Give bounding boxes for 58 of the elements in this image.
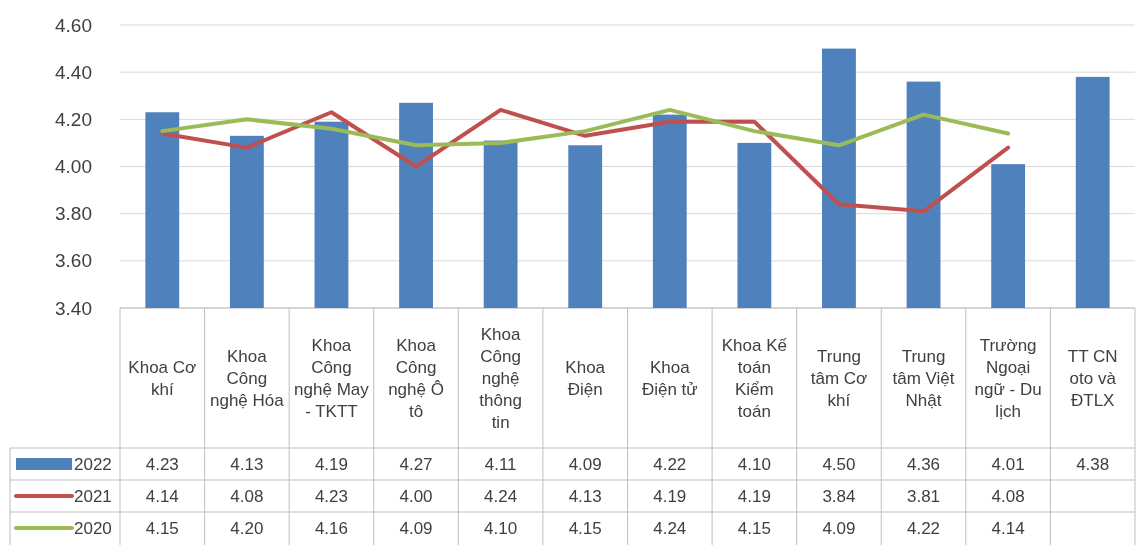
data-label: 4.15 <box>145 518 179 538</box>
data-label: 4.09 <box>399 518 433 538</box>
line-series <box>160 107 1011 148</box>
data-label: 4.20 <box>230 518 264 538</box>
data-label: 4.24 <box>484 486 518 506</box>
data-label: 4.16 <box>314 518 349 538</box>
data-label: 4.19 <box>653 486 687 506</box>
data-label: 4.11 <box>484 454 517 474</box>
x-tick-label: Khoa Điện <box>565 357 606 399</box>
x-tick-label: Khoa Công nghệ Hóa <box>210 346 285 410</box>
data-label: 4.23 <box>314 486 349 506</box>
x-tick-label: Trung tâm Cơ khí <box>810 346 868 410</box>
data-label: 4.36 <box>906 454 941 474</box>
data-label: 4.23 <box>145 454 179 474</box>
legend-label: 2020 <box>74 518 112 538</box>
data-label: 4.00 <box>399 486 433 506</box>
data-label: 4.22 <box>653 454 687 474</box>
y-tick-label: 4.60 <box>55 14 92 36</box>
x-tick-label: Khoa Kế toán Kiểm toán <box>721 335 788 421</box>
data-label: 3.84 <box>822 486 856 506</box>
data-label: 4.15 <box>568 518 602 538</box>
data-label: 4.09 <box>568 454 602 474</box>
data-label: 4.38 <box>1076 454 1110 474</box>
legend-label: 2022 <box>74 454 112 474</box>
x-tick-label: Khoa Công nghệ May - TKTT <box>294 335 370 421</box>
y-tick-label: 4.00 <box>55 156 92 178</box>
data-label: 4.09 <box>822 518 856 538</box>
data-label: 4.50 <box>822 454 856 474</box>
data-label: 4.01 <box>991 454 1025 474</box>
data-label: 4.15 <box>737 518 771 538</box>
data-label: 4.14 <box>145 486 179 506</box>
data-label: 4.19 <box>314 454 349 474</box>
x-tick-label: Khoa Công nghệ Ô tô <box>388 335 444 421</box>
y-tick-label: 4.40 <box>55 61 92 83</box>
y-tick-label: 3.80 <box>55 203 92 225</box>
data-label: 4.19 <box>737 486 771 506</box>
y-tick-label: 3.60 <box>55 250 92 272</box>
x-tick-label: Khoa Cơ khí <box>128 357 197 399</box>
x-tick-label: TT CN oto và ĐTLX <box>1067 346 1118 410</box>
y-tick-label: 4.20 <box>55 108 92 130</box>
data-label: 4.14 <box>991 518 1025 538</box>
legend-label: 2021 <box>74 486 112 506</box>
data-label: 4.08 <box>230 486 264 506</box>
line-series <box>160 107 1011 214</box>
y-tick-label: 3.40 <box>55 297 92 319</box>
data-label: 4.13 <box>568 486 602 506</box>
data-label: 4.08 <box>991 486 1025 506</box>
data-label: 4.22 <box>906 518 941 538</box>
data-label: 3.81 <box>906 486 941 506</box>
data-label: 4.24 <box>653 518 687 538</box>
x-tick-label: Khoa Công nghệ thông tin <box>479 324 522 432</box>
data-label: 4.27 <box>399 454 433 474</box>
data-label: 4.10 <box>737 454 771 474</box>
data-label: 4.13 <box>230 454 264 474</box>
data-label: 4.10 <box>484 518 518 538</box>
x-tick-label: Trung tâm Việt Nhật <box>892 346 955 410</box>
x-tick-label: Khoa Điện tử <box>641 357 698 399</box>
x-tick-label: Trường Ngoại ngữ - Du lịch <box>974 335 1042 421</box>
